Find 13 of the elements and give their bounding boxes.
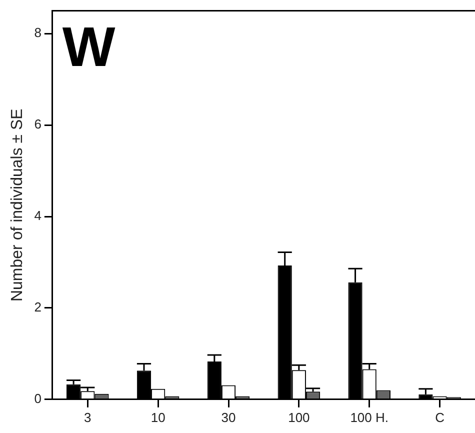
x-tick-label: 100 xyxy=(288,410,310,425)
y-tick-label: 0 xyxy=(34,390,42,406)
x-tick-label: 10 xyxy=(150,410,166,425)
x-tick-label: 3 xyxy=(84,410,92,425)
x-tick-label: C xyxy=(435,410,444,425)
y-tick-label: 4 xyxy=(34,208,42,224)
y-tick-label: 8 xyxy=(34,25,42,40)
y-tick-label: 2 xyxy=(34,300,42,315)
y-tick-label: 6 xyxy=(34,116,42,132)
annotation: W xyxy=(62,15,116,78)
y-axis-title: Number of individuals ± SE xyxy=(9,108,26,302)
x-tick-label: 100 H. xyxy=(350,410,389,425)
x-tick-label: 30 xyxy=(221,410,236,425)
